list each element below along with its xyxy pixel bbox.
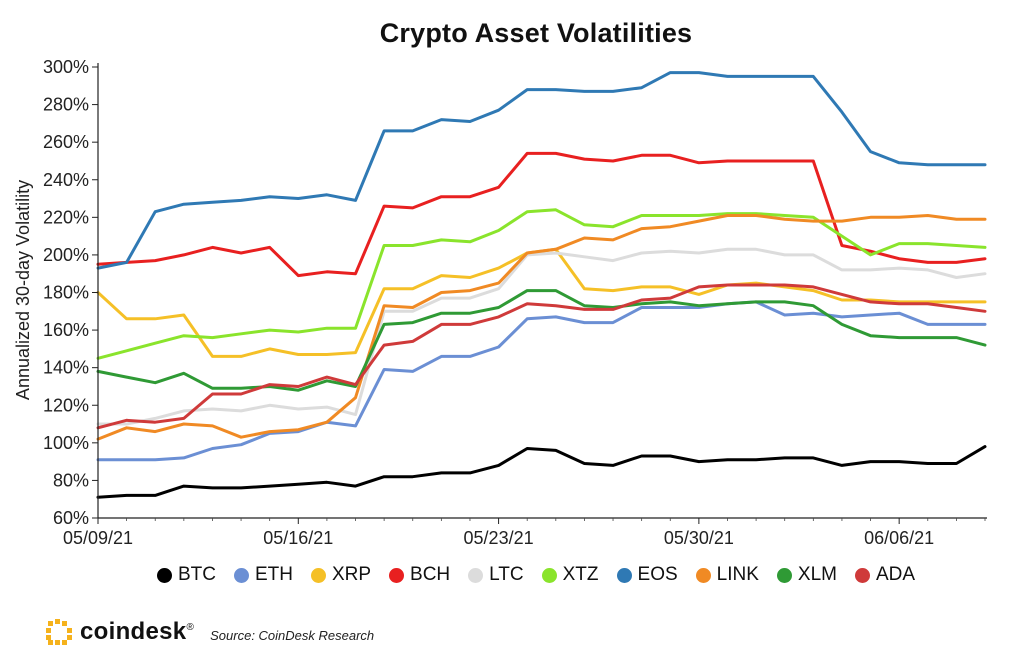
legend-label: XRP <box>331 564 372 585</box>
legend-item-xrp: XRP <box>310 564 372 586</box>
legend-swatch <box>233 567 249 583</box>
series-line-xrp <box>96 247 987 358</box>
series-line-link <box>96 214 987 441</box>
legend-item-link: LINK <box>695 564 759 586</box>
legend-item-ltc: LTC <box>468 564 524 586</box>
y-tick-label: 300% <box>43 57 89 77</box>
legend-item-eos: EOS <box>616 564 678 586</box>
chart-title: Crypto Asset Volatilities <box>379 18 693 48</box>
legend-label: LINK <box>716 564 759 585</box>
legend-item-xlm: XLM <box>776 564 837 586</box>
series-line-eth <box>96 300 987 462</box>
legend-label: XLM <box>797 564 837 585</box>
y-tick-label: 160% <box>43 320 89 340</box>
axis-layer: 60% 80% 100% 120% 140% 160% 180% 200% 220% 240% 26… <box>43 57 987 548</box>
legend-swatch <box>468 567 484 583</box>
x-tick-label: 06/06/21 <box>864 528 934 548</box>
y-tick-label: 240% <box>43 170 89 190</box>
y-tick-label: 200% <box>43 245 89 265</box>
series-line-xlm <box>96 289 987 392</box>
registered-mark: ® <box>186 622 195 633</box>
y-tick-label: 60% <box>53 508 89 528</box>
legend-label: EOS <box>637 564 678 585</box>
x-tick-label: 05/16/21 <box>263 528 333 548</box>
series-layer <box>96 71 987 499</box>
legend-item-eth: ETH <box>233 564 293 586</box>
x-tick-label: 05/30/21 <box>664 528 734 548</box>
x-tick-label: 05/23/21 <box>464 528 534 548</box>
legend-item-bch: BCH <box>389 564 450 586</box>
legend-item-btc: BTC <box>156 564 216 586</box>
y-tick-label: 280% <box>43 95 89 115</box>
legend-swatch <box>616 567 632 583</box>
y-tick-label: 180% <box>43 283 89 303</box>
y-tick-label: 120% <box>43 395 89 415</box>
series-line-btc <box>96 445 987 499</box>
legend-item-xtz: XTZ <box>541 564 599 586</box>
source-note: Source: CoinDesk Research <box>210 627 375 643</box>
legend-item-ada: ADA <box>854 564 916 586</box>
legend-label: ADA <box>875 564 916 585</box>
legend-swatch <box>695 567 711 583</box>
y-tick-label: 260% <box>43 132 89 152</box>
legend-swatch <box>156 567 172 583</box>
y-tick-label: 220% <box>43 207 89 227</box>
x-tick-label: 05/09/21 <box>63 528 133 548</box>
y-tick-label: 80% <box>53 470 89 490</box>
legend-swatch <box>854 567 870 583</box>
series-line-eos <box>96 71 987 270</box>
line-chart: 60% 80% 100% 120% 140% 160% 180% 200% 220% 240% 26… <box>13 57 987 548</box>
footer: coindesk® Source: CoinDesk Research <box>46 618 374 646</box>
legend-label: BCH <box>410 564 451 585</box>
legend: BTC ETH XRP BCH LTC XTZ EOS LINK XLM ADA <box>0 564 1024 586</box>
y-tick-label: 100% <box>43 433 89 453</box>
legend-swatch <box>776 567 792 583</box>
brand-name: coindesk® <box>80 618 195 645</box>
legend-label: XTZ <box>562 564 599 585</box>
series-line-ltc <box>96 247 987 426</box>
legend-label: LTC <box>489 564 524 585</box>
series-line-ada <box>96 283 987 430</box>
legend-swatch <box>310 567 326 583</box>
y-tick-label: 140% <box>43 358 89 378</box>
legend-swatch <box>389 567 405 583</box>
legend-swatch <box>541 567 557 583</box>
series-line-bch <box>96 151 987 278</box>
y-axis-label: Annualized 30-day Volatility <box>13 180 33 400</box>
legend-label: BTC <box>177 564 216 585</box>
coindesk-logo-icon <box>46 619 72 645</box>
legend-label: ETH <box>254 564 293 585</box>
series-line-xtz <box>96 208 987 360</box>
